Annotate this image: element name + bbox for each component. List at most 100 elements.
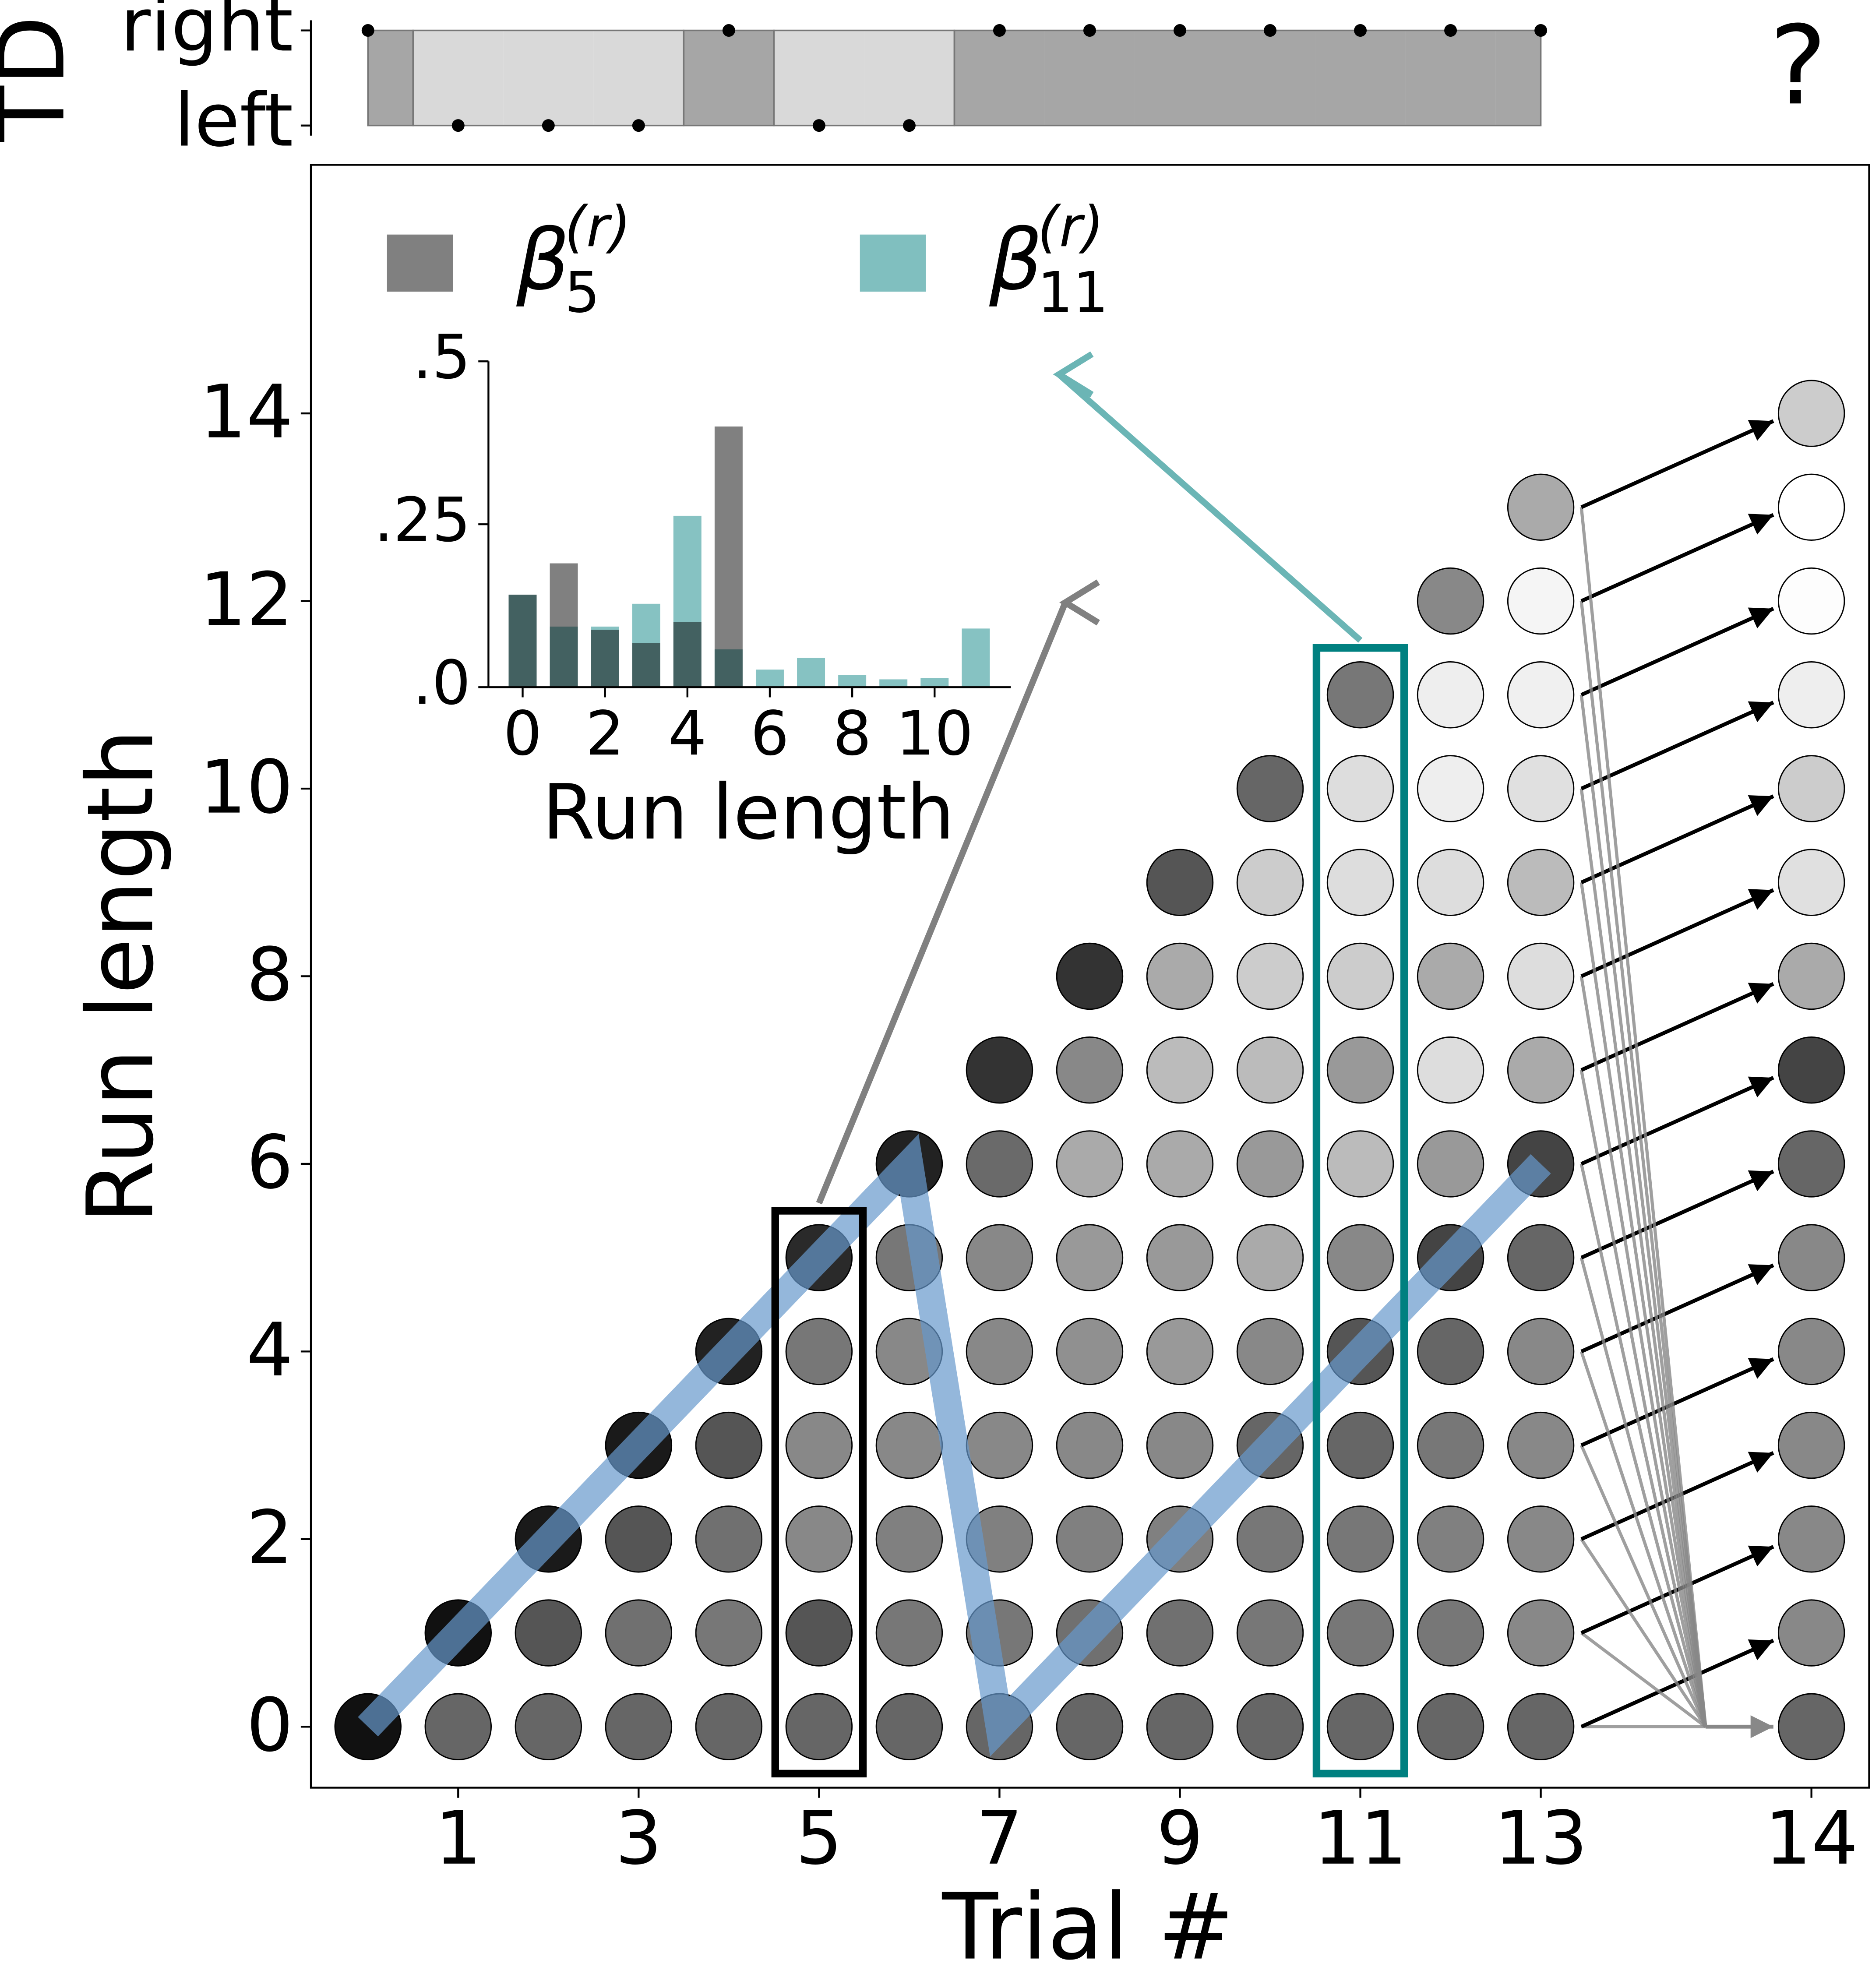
run-length-node <box>1056 942 1124 1010</box>
run-length-node <box>966 1224 1033 1291</box>
inset-x-tick-label: 10 <box>896 698 973 769</box>
reset-line <box>1579 882 1707 1727</box>
td-choice-dot <box>903 119 916 132</box>
legend-label: β(r) <box>516 195 631 310</box>
inset-bar <box>714 427 743 687</box>
run-length-node <box>1146 1599 1214 1667</box>
legend-symbol: β <box>989 212 1043 309</box>
run-length-node <box>1417 1599 1484 1667</box>
run-length-node <box>966 1036 1033 1104</box>
td-block <box>774 30 864 126</box>
run-length-node <box>1236 942 1304 1010</box>
run-length-node <box>1417 567 1484 635</box>
reset-line <box>1579 976 1707 1727</box>
x-axis-label: Trial # <box>942 1875 1234 1981</box>
run-length-node <box>1236 1224 1304 1291</box>
run-length-node <box>695 1599 763 1667</box>
run-length-node <box>1146 1411 1214 1479</box>
x-tick-label: 7 <box>976 1795 1023 1881</box>
inset-bar <box>879 679 908 687</box>
pointer-head <box>1059 579 1100 626</box>
run-length-node <box>1326 1505 1394 1573</box>
td-block <box>503 30 594 126</box>
run-length-node <box>1777 567 1845 635</box>
run-length-node <box>1507 661 1575 729</box>
y-tick-label: 10 <box>200 744 293 830</box>
run-length-node <box>1417 1036 1484 1104</box>
run-length-node <box>1777 380 1845 447</box>
legend-swatch <box>387 234 453 292</box>
run-length-node <box>1507 473 1575 541</box>
td-tick-label: right <box>120 0 293 68</box>
run-length-node <box>1417 1505 1484 1573</box>
run-length-node <box>695 1693 763 1761</box>
run-length-node <box>1326 1224 1394 1291</box>
run-length-node <box>1326 1036 1394 1104</box>
td-choice-dot <box>542 119 555 132</box>
run-length-node <box>1056 1505 1124 1573</box>
td-choice-dot <box>1083 24 1096 37</box>
growth-arrow <box>1580 982 1774 1072</box>
td-block <box>368 30 413 126</box>
reset-line <box>1580 1632 1707 1728</box>
y-tick-label: 0 <box>247 1682 293 1768</box>
reset-line <box>1579 788 1707 1727</box>
growth-arrow <box>1580 1076 1774 1166</box>
reset-line <box>1579 1163 1707 1727</box>
run-length-node <box>1146 849 1214 916</box>
run-length-node <box>1146 1693 1214 1761</box>
growth-arrow <box>1580 419 1774 509</box>
run-length-node <box>1507 1599 1575 1667</box>
td-block <box>413 30 504 126</box>
inset-bar <box>962 628 990 687</box>
y-tick-label: 4 <box>247 1307 293 1393</box>
run-length-node <box>1146 1036 1214 1104</box>
run-length-node <box>1777 1036 1845 1104</box>
td-block <box>1405 30 1496 126</box>
run-length-node <box>1777 755 1845 822</box>
y-tick-label: 8 <box>247 932 293 1018</box>
td-block <box>1135 30 1225 126</box>
td-block <box>1044 30 1135 126</box>
reset-line <box>1579 1351 1707 1727</box>
run-length-node <box>1777 1224 1845 1291</box>
inset-x-tick-label: 0 <box>503 698 542 769</box>
run-length-node <box>875 1411 943 1479</box>
inset-y-tick-label: .5 <box>412 321 471 392</box>
legend-sub: 11 <box>1037 261 1108 325</box>
run-length-node <box>785 1693 853 1761</box>
x-tick-label: 11 <box>1314 1795 1407 1881</box>
run-length-node <box>1326 755 1394 822</box>
run-length-node <box>1326 1693 1394 1761</box>
legend-sup: (r) <box>564 195 631 260</box>
run-length-node <box>1236 1599 1304 1667</box>
run-length-node <box>1236 849 1304 916</box>
x-tick-label: 1 <box>435 1795 482 1881</box>
run-length-node <box>1777 661 1845 729</box>
run-length-node <box>1507 942 1575 1010</box>
reset-line <box>1579 1257 1707 1727</box>
pointer-line <box>1057 372 1363 643</box>
reset-line <box>1579 1070 1707 1727</box>
x-tick-label: 3 <box>615 1795 662 1881</box>
td-block <box>1495 30 1541 126</box>
run-length-node <box>1326 1599 1394 1667</box>
td-block-outline <box>953 29 1542 127</box>
run-length-node <box>1326 849 1394 916</box>
run-length-node <box>966 1130 1033 1198</box>
td-choice-dot <box>993 24 1006 37</box>
highlight-box <box>1312 644 1408 1778</box>
run-length-node <box>605 1599 673 1667</box>
inset-bar <box>632 603 660 687</box>
inset-bar <box>550 626 578 687</box>
unknown-mark: ? <box>1769 2 1827 129</box>
run-length-node <box>875 1693 943 1761</box>
run-length-node <box>966 1411 1033 1479</box>
growth-arrow <box>1580 1263 1774 1354</box>
inset-x-tick-label: 2 <box>585 698 624 769</box>
reset-line <box>1579 1445 1707 1727</box>
td-choice-dot <box>1534 24 1548 37</box>
reset-line <box>1579 507 1707 1727</box>
run-length-node <box>1777 1411 1845 1479</box>
run-length-node <box>1236 1036 1304 1104</box>
